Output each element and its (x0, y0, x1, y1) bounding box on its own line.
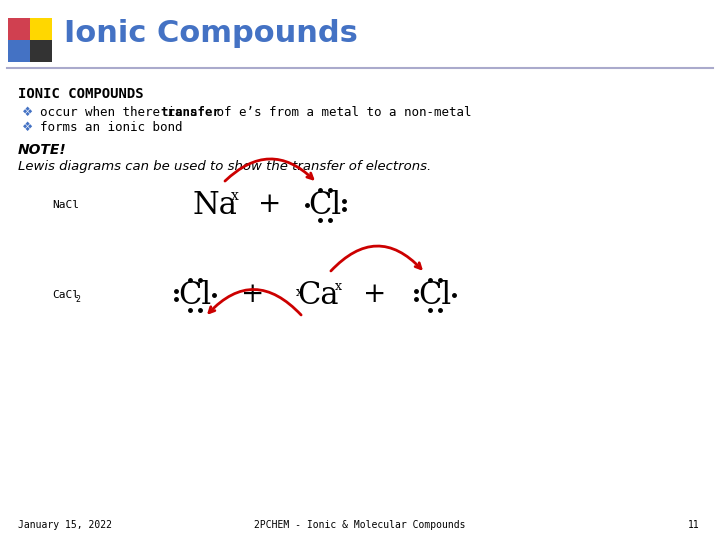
Text: Ca: Ca (297, 280, 338, 310)
Text: forms an ionic bond: forms an ionic bond (40, 121, 182, 134)
Text: January 15, 2022: January 15, 2022 (18, 520, 112, 530)
Text: Cl: Cl (308, 190, 341, 220)
Text: Ionic Compounds: Ionic Compounds (64, 18, 358, 48)
Text: ❖: ❖ (22, 106, 33, 119)
Text: IONIC COMPOUNDS: IONIC COMPOUNDS (18, 87, 143, 101)
Text: 11: 11 (688, 520, 700, 530)
Bar (8, 18, 30, 40)
Text: +: + (258, 192, 282, 219)
Bar (30, 40, 52, 62)
Text: Lewis diagrams can be used to show the transfer of electrons.: Lewis diagrams can be used to show the t… (18, 160, 431, 173)
Bar (8, 40, 30, 62)
Text: 2: 2 (75, 295, 80, 305)
Text: Cl: Cl (179, 280, 212, 310)
Text: +: + (364, 281, 387, 308)
Text: Cl: Cl (418, 280, 451, 310)
Text: x: x (231, 189, 239, 203)
Text: Na: Na (192, 190, 238, 220)
Text: 2PCHEM - Ionic & Molecular Compounds: 2PCHEM - Ionic & Molecular Compounds (254, 520, 466, 530)
Text: x: x (335, 280, 341, 293)
Text: +: + (241, 281, 265, 308)
Bar (30, 18, 52, 40)
Text: of e’s from a metal to a non-metal: of e’s from a metal to a non-metal (209, 106, 471, 119)
Text: CaCl: CaCl (52, 290, 79, 300)
Text: NaCl: NaCl (52, 200, 79, 210)
Text: x: x (295, 286, 302, 299)
Text: transfer: transfer (160, 106, 220, 119)
Text: ❖: ❖ (22, 121, 33, 134)
Text: NOTE!: NOTE! (18, 143, 67, 157)
Text: occur when there is a: occur when there is a (40, 106, 205, 119)
